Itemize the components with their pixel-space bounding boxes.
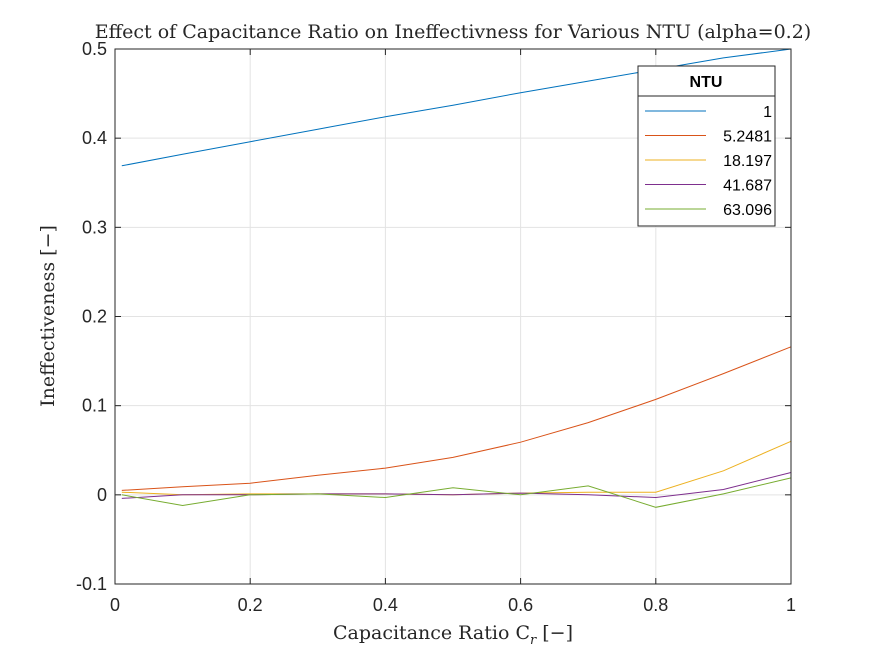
legend-label: 63.096	[723, 202, 772, 219]
legend: NTU 1 5.2481 18.197 41.687 63.096	[637, 65, 776, 227]
legend-label: 1	[763, 104, 772, 121]
legend-title: NTU	[690, 74, 723, 91]
x-tick-label: 1	[786, 595, 796, 615]
x-tick-label: 0	[110, 595, 120, 615]
y-tick-label: -0.1	[76, 574, 107, 594]
y-tick-label: 0.5	[82, 39, 107, 59]
y-tick-label: 0.1	[82, 396, 107, 416]
y-tick-label: 0.2	[82, 307, 107, 327]
legend-items: 1 5.2481 18.197 41.687 63.096	[645, 104, 772, 219]
x-tick-label: 0.2	[238, 595, 263, 615]
legend-label: 41.687	[723, 178, 772, 195]
x-tick-label: 0.8	[643, 595, 668, 615]
legend-label: 5.2481	[723, 129, 772, 146]
chart-title: Effect of Capacitance Ratio on Ineffecti…	[95, 21, 811, 43]
series-line-2	[121, 346, 792, 491]
x-axis-label: Capacitance Ratio Cr [−]	[333, 622, 573, 648]
legend-box	[637, 65, 776, 227]
y-axis-label: Ineffectiveness [−]	[37, 225, 59, 407]
ticks	[114, 48, 792, 585]
series-line-4	[121, 472, 792, 499]
x-tick-label: 0.6	[508, 595, 533, 615]
x-tick-label: 0.4	[373, 595, 398, 615]
legend-label: 18.197	[723, 153, 772, 170]
y-tick-label: 0.4	[82, 128, 107, 148]
y-tick-label: 0.3	[82, 217, 107, 237]
series-line-5	[121, 477, 792, 508]
tick-labels: 0 0.2 0.4 0.6 0.8 1-0.100.10.20.30.40.5	[76, 39, 796, 615]
y-tick-label: 0	[97, 485, 107, 505]
